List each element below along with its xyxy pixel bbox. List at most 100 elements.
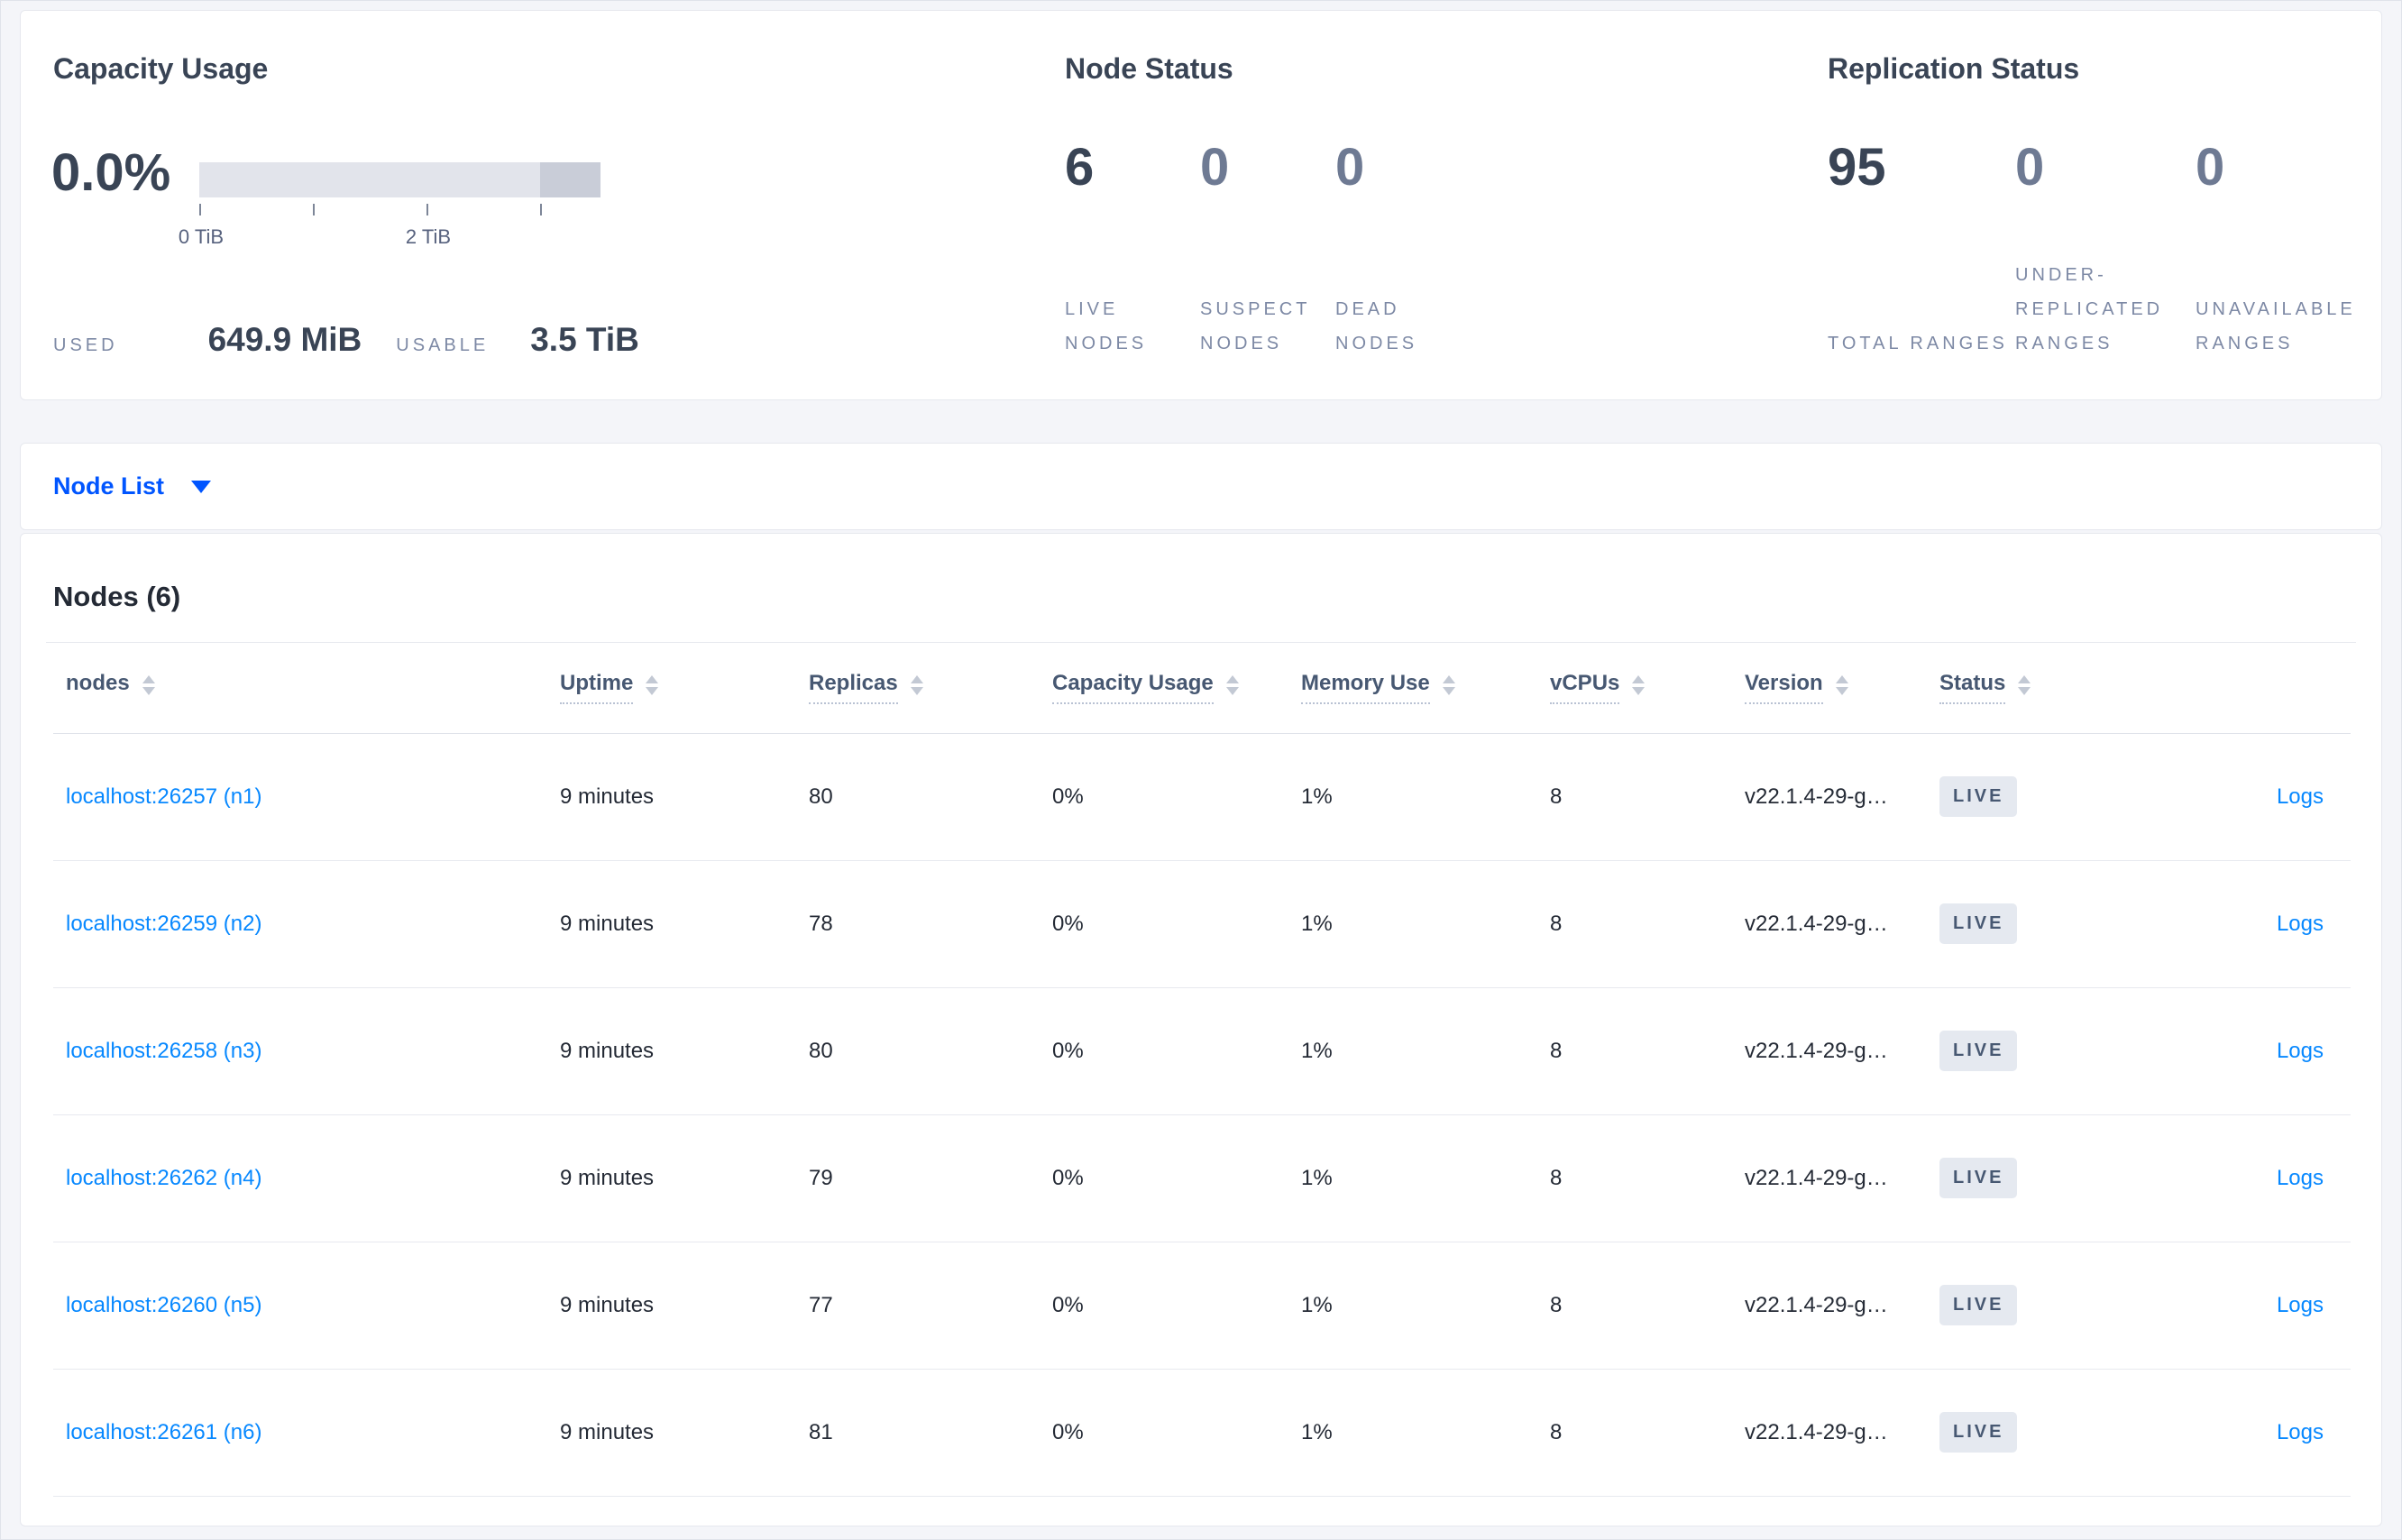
vcpus-cell: 8 — [1537, 987, 1732, 1115]
capacity-usage-cell: 0% — [1040, 1114, 1288, 1242]
column-header-status[interactable]: Status — [1927, 643, 2122, 734]
version-cell: v22.1.4-29-g… — [1732, 1114, 1927, 1242]
unavailable-ranges-label: UNAVAILABLE RANGES — [2196, 299, 2356, 353]
node-link[interactable]: localhost:26262 (n4) — [66, 1165, 262, 1190]
live-nodes-value: 6 — [1065, 138, 1095, 197]
column-header-memory-use[interactable]: Memory Use — [1288, 643, 1537, 734]
column-header-version[interactable]: Version — [1732, 643, 1927, 734]
replicas-cell: 78 — [796, 860, 1040, 988]
node-link[interactable]: localhost:26260 (n5) — [66, 1292, 262, 1317]
capacity-percent-value: 0.0% — [51, 143, 171, 202]
used-value: 649.9 MiB — [207, 321, 362, 358]
logs-link[interactable]: Logs — [2276, 1419, 2324, 1444]
capacity-tick — [313, 204, 315, 215]
capacity-usage-cell: 0% — [1040, 733, 1288, 861]
table-row: localhost:26262 (n4) 9 minutes 79 0% 1% … — [53, 1114, 2351, 1242]
dead-nodes-value: 0 — [1335, 138, 1365, 197]
column-header-capacity-usage[interactable]: Capacity Usage — [1040, 643, 1288, 734]
uptime-cell: 9 minutes — [547, 987, 796, 1115]
logs-link[interactable]: Logs — [2276, 1038, 2324, 1063]
column-header-logs — [2122, 643, 2351, 734]
memory-use-cell: 1% — [1288, 733, 1537, 861]
capacity-bar-segment — [540, 162, 600, 197]
capacity-usage-cell: 0% — [1040, 860, 1288, 988]
logs-link[interactable]: Logs — [2276, 911, 2324, 936]
uptime-cell: 9 minutes — [547, 1242, 796, 1370]
replicas-cell: 81 — [796, 1369, 1040, 1497]
memory-use-cell: 1% — [1288, 860, 1537, 988]
total-ranges-value: 95 — [1828, 138, 1886, 197]
nodes-table-card: Nodes (6) nodes Uptime Replicas — [20, 533, 2382, 1526]
logs-link[interactable]: Logs — [2276, 1165, 2324, 1190]
sort-icon — [1225, 674, 1239, 695]
under-replicated-ranges-label: UNDER-REPLICATED RANGES — [2015, 265, 2164, 353]
capacity-tick-label-0: 0 TiB — [178, 225, 225, 248]
nodes-table: nodes Uptime Replicas Capacity Usage Mem… — [53, 643, 2351, 1497]
node-list-dropdown-label: Node List — [53, 472, 165, 500]
suspect-nodes-value: 0 — [1200, 138, 1230, 197]
divider — [46, 642, 2356, 643]
dead-nodes-label: DEAD NODES — [1335, 299, 1418, 353]
usable-label: USABLE — [396, 335, 490, 355]
live-nodes-label: LIVE NODES — [1065, 299, 1148, 353]
node-list-dropdown[interactable]: Node List — [53, 472, 212, 500]
logs-link[interactable]: Logs — [2276, 784, 2324, 809]
memory-use-cell: 1% — [1288, 1114, 1537, 1242]
table-row: localhost:26258 (n3) 9 minutes 80 0% 1% … — [53, 987, 2351, 1115]
status-badge: LIVE — [1939, 1285, 2018, 1325]
column-header-uptime[interactable]: Uptime — [547, 643, 796, 734]
replicas-cell: 80 — [796, 987, 1040, 1115]
column-header-vcpus[interactable]: vCPUs — [1537, 643, 1732, 734]
vcpus-cell: 8 — [1537, 733, 1732, 861]
vcpus-cell: 8 — [1537, 1369, 1732, 1497]
table-row: localhost:26257 (n1) 9 minutes 80 0% 1% … — [53, 733, 2351, 861]
memory-use-cell: 1% — [1288, 1242, 1537, 1370]
node-link[interactable]: localhost:26257 (n1) — [66, 784, 262, 809]
sort-icon — [646, 674, 659, 695]
capacity-usage-cell: 0% — [1040, 1369, 1288, 1497]
version-cell: v22.1.4-29-g… — [1732, 1242, 1927, 1370]
chevron-down-icon — [191, 480, 212, 493]
table-row: localhost:26260 (n5) 9 minutes 77 0% 1% … — [53, 1242, 2351, 1370]
used-label: USED — [53, 335, 118, 355]
under-replicated-ranges-value: 0 — [2015, 138, 2045, 197]
capacity-usage-cell: 0% — [1040, 987, 1288, 1115]
unavailable-ranges-value: 0 — [2196, 138, 2225, 197]
nodes-table-title: Nodes (6) — [53, 581, 181, 612]
capacity-tick-label-2: 2 TiB — [405, 225, 452, 248]
sort-icon — [1442, 674, 1455, 695]
status-badge: LIVE — [1939, 1031, 2018, 1071]
sort-icon — [1632, 674, 1646, 695]
uptime-cell: 9 minutes — [547, 1114, 796, 1242]
version-cell: v22.1.4-29-g… — [1732, 1369, 1927, 1497]
column-header-nodes[interactable]: nodes — [53, 643, 547, 734]
table-row: localhost:26261 (n6) 9 minutes 81 0% 1% … — [53, 1369, 2351, 1497]
replicas-cell: 79 — [796, 1114, 1040, 1242]
capacity-tick — [426, 204, 428, 215]
column-header-replicas[interactable]: Replicas — [796, 643, 1040, 734]
status-badge: LIVE — [1939, 1158, 2018, 1198]
table-row: localhost:26259 (n2) 9 minutes 78 0% 1% … — [53, 860, 2351, 988]
node-link[interactable]: localhost:26259 (n2) — [66, 911, 262, 936]
vcpus-cell: 8 — [1537, 1242, 1732, 1370]
replication-status-title: Replication Status — [1828, 52, 2080, 85]
logs-link[interactable]: Logs — [2276, 1292, 2324, 1317]
version-cell: v22.1.4-29-g… — [1732, 860, 1927, 988]
uptime-cell: 9 minutes — [547, 860, 796, 988]
vcpus-cell: 8 — [1537, 860, 1732, 988]
capacity-usage-title: Capacity Usage — [53, 52, 269, 85]
capacity-tick — [199, 204, 201, 215]
node-link[interactable]: localhost:26261 (n6) — [66, 1419, 262, 1444]
uptime-cell: 9 minutes — [547, 733, 796, 861]
replicas-cell: 77 — [796, 1242, 1040, 1370]
sort-icon — [2018, 674, 2031, 695]
memory-use-cell: 1% — [1288, 987, 1537, 1115]
node-link[interactable]: localhost:26258 (n3) — [66, 1038, 262, 1063]
usable-value: 3.5 TiB — [530, 321, 639, 358]
status-badge: LIVE — [1939, 1412, 2018, 1453]
sort-icon — [1835, 674, 1848, 695]
version-cell: v22.1.4-29-g… — [1732, 987, 1927, 1115]
uptime-cell: 9 minutes — [547, 1369, 796, 1497]
cluster-summary-card: Capacity Usage 0.0% 0 TiB 2 TiB USED 649… — [20, 10, 2382, 400]
table-header-row: nodes Uptime Replicas Capacity Usage Mem… — [53, 643, 2351, 734]
